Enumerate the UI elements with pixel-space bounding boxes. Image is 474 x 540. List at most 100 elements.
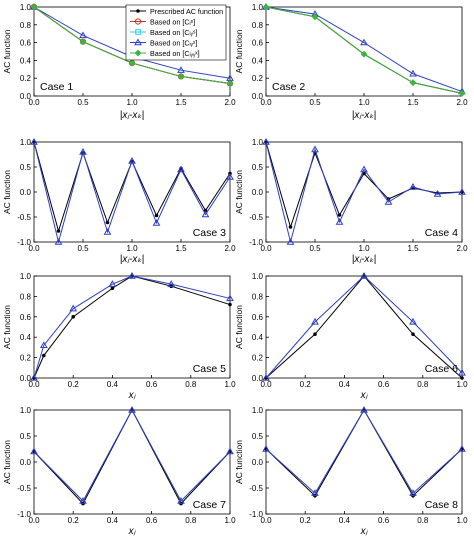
data-point: [71, 315, 75, 319]
y-tick-label: 0.4: [252, 56, 264, 65]
case-label: Case 2: [272, 81, 305, 93]
y-tick-label: 0.2: [20, 354, 32, 363]
y-axis-title: AC function: [234, 29, 244, 73]
x-tick-label: 0.8: [185, 516, 197, 525]
data-point: [311, 317, 319, 325]
x-tick-label: 0.5: [309, 98, 321, 107]
data-point: [288, 225, 293, 229]
case-label: Case 1: [40, 81, 73, 93]
data-point: [30, 373, 38, 381]
legend-box: [125, 4, 227, 61]
data-point: [262, 444, 270, 452]
data-point: [128, 405, 136, 413]
data-point: [108, 280, 117, 287]
data-point: [409, 182, 417, 190]
y-tick-label: 0.0: [252, 92, 264, 101]
x-tick-label: 2.0: [456, 98, 468, 107]
x-tick-label: 2.0: [224, 244, 236, 253]
y-tick-label: 0.2: [20, 74, 32, 83]
data-point: [311, 489, 319, 496]
x-tick-label: 1.0: [126, 98, 138, 107]
legend-label: Based on [Cᵢˢ]: [150, 18, 195, 27]
data-point: [311, 13, 319, 21]
y-axis-title: AC function: [234, 170, 244, 214]
x-tick-label: 0.0: [260, 244, 272, 253]
y-axis-title: AC function: [2, 29, 12, 73]
x-tick-label: 1.0: [224, 380, 236, 389]
x-tick-label: 0.0: [260, 98, 272, 107]
x-tick-label: 0.6: [146, 380, 158, 389]
series-line: [265, 6, 463, 93]
x-tick-label: 0.5: [77, 244, 89, 253]
x-tick-label: 1.0: [456, 516, 468, 525]
x-tick-label: 2.0: [456, 244, 468, 253]
legend-marker: [135, 29, 141, 35]
x-tick-label: 0.0: [28, 244, 40, 253]
y-tick-label: 0.4: [20, 56, 32, 65]
x-tick-label: 1.5: [175, 244, 187, 253]
data-point: [409, 79, 417, 87]
axes-box: [33, 275, 231, 379]
case-label: Case 5: [193, 363, 226, 375]
x-axis-title: xⱼ: [360, 390, 369, 401]
data-point: [39, 341, 48, 349]
y-tick-label: 0.0: [20, 458, 32, 467]
x-tick-label: 0.8: [185, 380, 197, 389]
data-point: [458, 368, 466, 376]
x-tick-label: 0.0: [260, 380, 272, 389]
data-point: [226, 80, 234, 87]
data-point: [30, 447, 38, 455]
y-tick-label: 0.4: [20, 333, 32, 342]
x-tick-label: 1.5: [407, 98, 419, 107]
y-axis-title: AC function: [2, 170, 12, 214]
y-tick-label: 0.0: [252, 458, 264, 467]
data-point: [201, 210, 210, 218]
legend-marker: [136, 9, 140, 13]
data-point: [226, 447, 234, 455]
data-point: [311, 145, 319, 153]
case-label: Case 6: [425, 363, 458, 375]
data-point: [360, 405, 368, 413]
panel-5: 0.0 0.2 0.4 0.6 0.8 1.0 0.0 0.2 0.4 0.6 0.8 1.0 AC f…: [2, 271, 236, 401]
y-tick-label: 1.0: [20, 138, 32, 147]
data-point: [360, 50, 368, 58]
y-tick-label: -1.0: [17, 510, 31, 519]
data-point: [226, 172, 234, 180]
data-point: [411, 332, 415, 336]
x-tick-label: 0.4: [339, 516, 351, 525]
y-tick-label: 0.6: [252, 313, 264, 322]
panel-4: 0.0 0.5 1.0 1.5 2.0 -1.0 -0.5 0.0 0.5 1.0 AC funct…: [234, 137, 468, 265]
x-tick-label: 2.0: [224, 98, 236, 107]
panel-3: 0.0 0.5 1.0 1.5 2.0 -1.0 -0.5 0.0 0.5 1.0 AC funct…: [2, 137, 236, 265]
x-tick-label: 1.5: [175, 98, 187, 107]
x-tick-label: 0.5: [77, 98, 89, 107]
x-tick-label: 0.6: [378, 380, 390, 389]
panel-8: 0.0 0.2 0.4 0.6 0.8 1.0 -1.0 -0.5 0.0 0.5 1.0 AC fu…: [234, 405, 468, 537]
x-tick-label: 0.6: [146, 516, 158, 525]
data-point: [42, 353, 46, 358]
y-tick-label: -0.5: [17, 484, 31, 493]
y-axis-title: AC function: [234, 305, 244, 349]
data-point: [154, 213, 159, 218]
axes-box: [265, 409, 463, 515]
data-point: [30, 3, 38, 11]
data-point: [458, 89, 466, 97]
data-point: [409, 489, 417, 496]
y-tick-label: 0.0: [252, 188, 264, 197]
data-point: [79, 31, 87, 39]
data-point: [262, 373, 270, 381]
y-tick-label: 0.8: [252, 292, 264, 301]
data-point: [460, 376, 464, 380]
y-tick-label: 0.0: [20, 92, 32, 101]
y-tick-label: -0.5: [17, 213, 31, 222]
data-point: [30, 137, 38, 145]
x-axis-title: xⱼ: [128, 526, 137, 537]
data-point: [262, 137, 270, 145]
data-point: [458, 187, 466, 195]
series-line: [33, 275, 231, 379]
series-line: [33, 408, 231, 502]
data-point: [128, 59, 136, 67]
y-tick-label: 1.0: [252, 406, 264, 415]
data-point: [360, 38, 368, 46]
